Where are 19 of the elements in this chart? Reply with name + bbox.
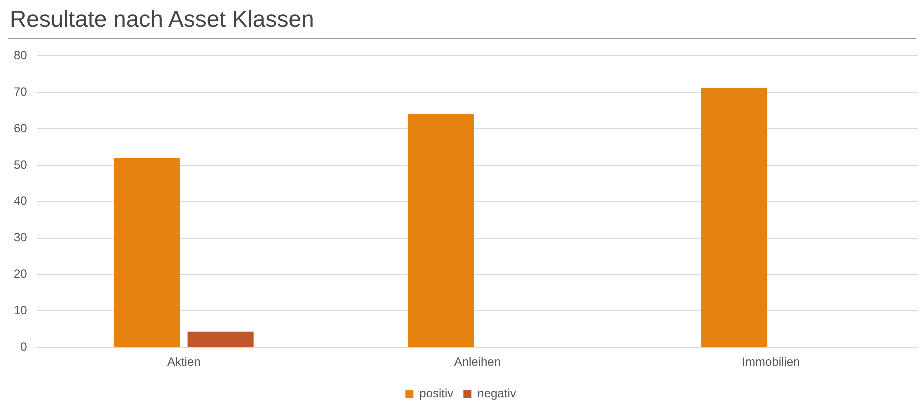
x-tick-label: Aktien (167, 355, 201, 370)
legend-label: negativ (478, 386, 516, 400)
y-tick-label: 60 (14, 121, 28, 136)
bar (114, 158, 180, 348)
y-tick-label: 80 (14, 48, 28, 63)
y-tick-label: 10 (14, 303, 28, 318)
x-tick-label: Anleihen (454, 355, 502, 370)
chart-title: Resultate nach Asset Klassen (8, 0, 916, 39)
y-tick-label: 0 (20, 340, 28, 354)
y-tick-label: 30 (14, 230, 28, 245)
y-tick-label: 40 (14, 194, 28, 208)
x-tick-label: Immobilien (742, 355, 800, 370)
legend-label: positiv (420, 386, 454, 400)
bar (408, 114, 474, 348)
y-tick-label: 50 (14, 158, 28, 172)
y-tick-label: 70 (14, 84, 28, 99)
bar (702, 88, 768, 348)
y-tick-label: 20 (14, 267, 28, 282)
bar (188, 332, 254, 348)
